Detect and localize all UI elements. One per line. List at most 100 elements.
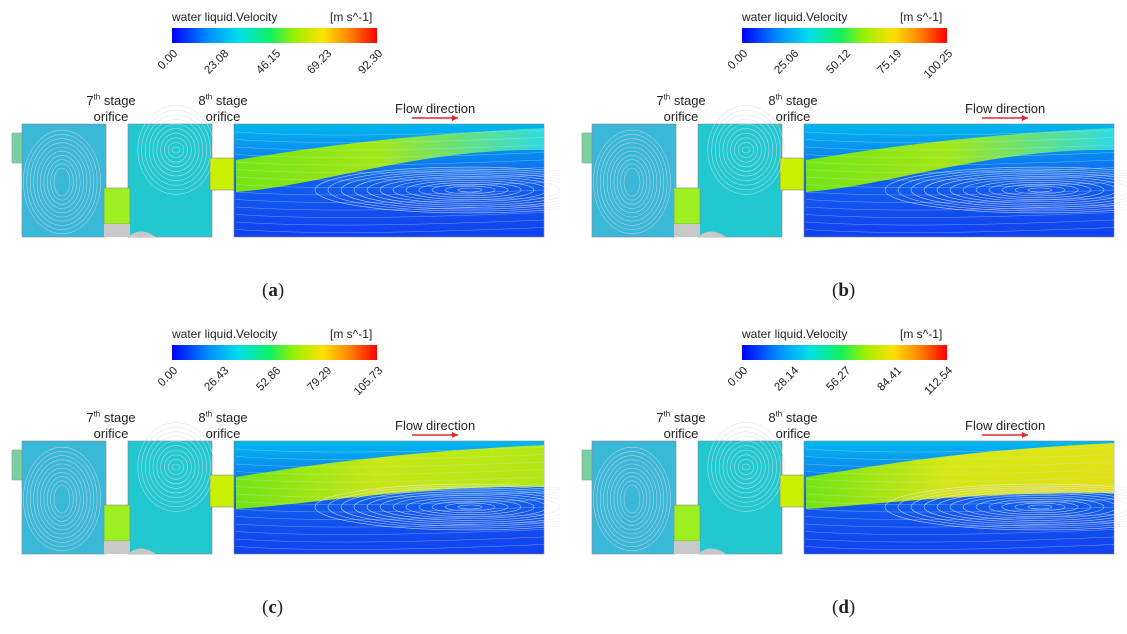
streamline [884,483,1127,531]
streamline [623,484,641,514]
streamline [235,129,545,136]
stage7-text: 7th stage [86,93,136,109]
panel-letter: c [268,597,277,618]
wall-block [698,548,726,554]
streamline [235,174,545,181]
stage8-orifice [209,474,237,508]
stage8-text: 8th stage [768,410,818,426]
streamline [975,180,1105,200]
streamline [910,170,1127,210]
streamline [171,146,181,154]
streamline [616,159,648,205]
streamline [962,178,1118,202]
streamline [718,436,774,498]
colorbar [742,345,947,360]
orifice-text: orifice [775,426,811,442]
streamline [730,449,762,485]
streamline [235,212,545,218]
streamline [431,183,509,197]
flow-arrow-head [452,432,458,438]
streamline [46,159,78,205]
streamline [613,155,651,209]
streamline [46,476,78,522]
streamline [606,146,658,218]
streamline [379,493,560,521]
streamline [235,506,545,513]
streamline [457,187,483,193]
streamline [805,227,1115,233]
streamline [962,495,1118,519]
streamline [805,129,1115,136]
streamline [741,463,751,471]
streamline [235,476,545,483]
streamline [897,485,1127,529]
streamline [1001,183,1079,197]
stage8-label: 8th stage orifice [192,90,254,125]
panel-caption: (a) [262,280,285,301]
streamline [29,455,95,543]
stage8-label: 8th stage orifice [762,90,824,125]
jet-core [806,443,1114,509]
colorbar-title: water liquid.Velocity [172,10,278,24]
streamline [418,499,522,516]
streamline [145,431,207,503]
stage8-chamber [697,123,783,238]
streamline [340,170,560,210]
streamline [235,227,545,233]
streamline [43,155,81,209]
streamline [805,219,1115,226]
streamline [235,182,545,188]
streamline [737,459,755,475]
stage7-chamber [591,123,677,238]
wall-block [674,224,700,237]
stage7-orifice [103,504,131,542]
stage8-chamber [127,440,213,555]
streamline [235,197,545,203]
stage8-orifice [779,474,807,508]
streamline [444,185,496,195]
stage7-orifice [673,504,701,542]
streamline [805,491,1115,498]
stage7-text: 7th stage [656,93,706,109]
streamline [596,134,668,230]
streamline [137,422,215,512]
colorbar-unit: [m s^-1] [900,10,943,24]
streamline [457,504,483,510]
streamline [235,499,545,505]
jet-core [806,128,1114,192]
flow-arrow-head [1022,432,1028,438]
streamline [152,123,200,177]
streamline [353,172,560,208]
streamline [805,484,1115,490]
streamline [805,454,1115,460]
streamline [596,451,668,547]
streamline [936,174,1127,206]
streamline [235,521,545,528]
panel-letter: d [838,597,849,618]
streamline [936,491,1127,523]
panel-letter: a [268,280,278,301]
streamline [50,163,74,201]
colorbar [742,28,947,43]
colorbar-title: water liquid.Velocity [742,10,848,24]
streamline [910,487,1127,527]
panel-caption: (b) [832,280,856,301]
streamline-field [11,422,560,555]
streamline [418,182,522,199]
streamline [603,142,661,222]
streamline [711,109,781,191]
streamline [235,144,545,151]
stage8-label: 8th stage orifice [192,407,254,442]
streamline [164,137,188,163]
streamline [1001,500,1079,514]
streamline [145,114,207,186]
streamline [805,521,1115,528]
streamline [148,119,204,181]
streamline [737,142,755,158]
streamline [805,461,1115,468]
streamline [610,150,654,214]
orifice-text: orifice [663,426,699,442]
wall-block [128,231,156,237]
stage7-label: 7th stage orifice [80,407,142,442]
streamline-field [581,105,1127,238]
